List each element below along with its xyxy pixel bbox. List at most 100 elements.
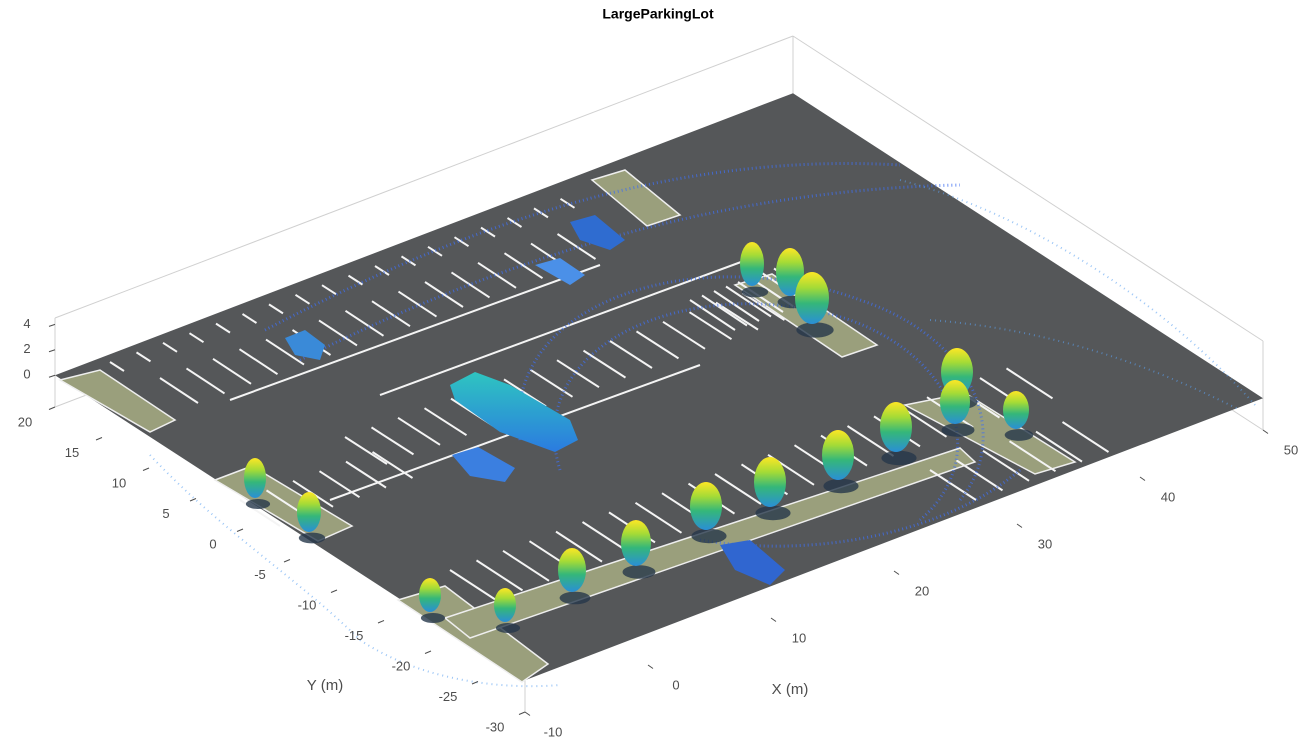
x-tick [524, 711, 531, 716]
y-tick-label: -20 [392, 658, 411, 673]
parking-stripe [370, 426, 415, 456]
tree [822, 430, 854, 480]
y-tick [236, 528, 244, 532]
parking-stripe [321, 284, 337, 296]
tree-base [420, 613, 446, 623]
tree-base [755, 505, 791, 521]
box-edge [54, 35, 794, 319]
tree [740, 242, 764, 286]
parking-stripe [475, 559, 524, 592]
x-tick [893, 570, 900, 575]
tree [754, 457, 786, 507]
parking-stripe [397, 416, 441, 446]
tree [558, 548, 586, 592]
parking-stripe [556, 233, 597, 260]
tree-base [1004, 429, 1034, 441]
vehicle [535, 258, 585, 285]
y-tick [142, 467, 150, 471]
parking-stripe [662, 320, 706, 350]
x-tick [1016, 523, 1023, 528]
parking-stripe [955, 459, 1004, 492]
parking-stripe [318, 470, 361, 499]
parking-stripe [294, 293, 311, 305]
vehicle [452, 447, 515, 482]
tree-base [245, 499, 271, 509]
parking-stripe [188, 332, 205, 344]
parking-stripe [347, 274, 364, 286]
parking-stripe [689, 299, 736, 331]
tree [621, 520, 651, 566]
tree-base [796, 322, 834, 338]
chart-title: LargeParkingLot [602, 6, 714, 22]
parking-stripe [555, 530, 603, 563]
parking-stripe [503, 252, 544, 280]
ring [299, 183, 961, 362]
y-tick-label: -30 [486, 719, 505, 734]
parking-stripe [846, 425, 895, 457]
parking-stripe [135, 351, 152, 363]
parking-stripe [581, 521, 630, 553]
parking-stripe [449, 569, 497, 601]
axes: -10 0 10 20 30 40 50 -30 -25 -20 -15 -10 -5 0 5 10 15 20 0… [18, 316, 1298, 740]
parking-stripe [397, 290, 438, 318]
tree [776, 248, 804, 296]
parking-stripe [238, 348, 279, 376]
scene [55, 93, 1263, 688]
y-tick [518, 711, 526, 715]
z-tick-label: 4 [23, 316, 30, 331]
parking-stripe [929, 469, 977, 501]
vehicle [285, 330, 325, 360]
x-tick [647, 664, 654, 669]
z-tick-label: 0 [23, 367, 30, 382]
z-tick [48, 323, 56, 327]
ground-plane [55, 93, 1263, 681]
y-tick-label: -15 [345, 628, 364, 643]
lane-line [229, 264, 601, 401]
x-tick-label: 10 [792, 630, 806, 645]
parking-stripe [424, 281, 464, 308]
tree [690, 482, 722, 530]
parking-stripe [453, 236, 470, 248]
parking-stripe [635, 330, 680, 360]
z-tick [48, 374, 56, 378]
parking-stripe [374, 265, 390, 276]
tree [244, 458, 266, 498]
x-tick-label: 20 [915, 583, 929, 598]
parking-stripe [688, 311, 733, 341]
parking-stripe [450, 271, 491, 299]
y-tick [189, 498, 197, 502]
parking-stripe [265, 338, 305, 366]
tree [880, 402, 912, 452]
parking-stripe [1008, 440, 1057, 473]
vehicle [570, 215, 625, 250]
parking-stripe [714, 473, 762, 505]
parking-stripe [529, 368, 574, 398]
parking-stripe [503, 378, 547, 408]
parking-stripe [737, 281, 784, 313]
parking-stripe [159, 377, 199, 404]
tree [940, 380, 970, 424]
x-tick [1139, 476, 1146, 481]
parking-stripe [371, 300, 411, 328]
parking-stripe [713, 290, 760, 322]
y-tick-label: -25 [439, 689, 458, 704]
parking-stripe [982, 449, 1030, 482]
parking-stripe [715, 301, 759, 331]
y-tick-label: -5 [254, 567, 266, 582]
x-tick-label: 40 [1161, 489, 1175, 504]
parking-stripe [109, 361, 125, 372]
parking-stripe [725, 285, 772, 318]
parking-stripe [185, 367, 226, 395]
parking-stripe [371, 451, 414, 479]
x-tick [1262, 429, 1269, 434]
tree [297, 492, 321, 532]
tree-base [691, 528, 727, 544]
tree-base [823, 478, 859, 494]
parking-stripe [634, 501, 683, 534]
y-tick [471, 681, 479, 685]
parking-stripe [215, 322, 231, 334]
y-tick [377, 620, 385, 624]
parking-stripe [582, 349, 627, 379]
parking-stripe [502, 549, 550, 582]
